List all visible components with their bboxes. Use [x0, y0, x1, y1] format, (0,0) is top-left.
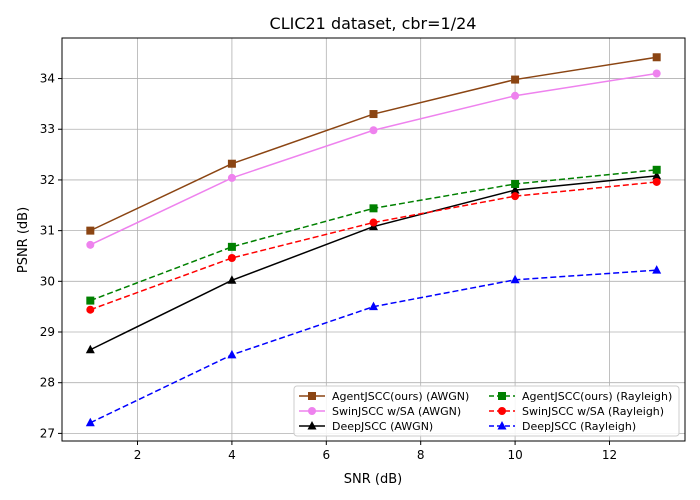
legend-label: DeepJSCC (AWGN): [332, 420, 433, 433]
data-point: [227, 173, 236, 182]
data-point: [86, 305, 95, 314]
data-point: [369, 218, 378, 227]
data-point: [510, 274, 520, 284]
series-line: [89, 175, 657, 351]
data-point: [227, 275, 237, 284]
data-point: [511, 91, 520, 100]
x-tick-label: 12: [602, 448, 617, 462]
data-point: [227, 254, 236, 263]
data-point: [227, 242, 236, 251]
legend-entry: SwinJSCC w/SA (AWGN): [299, 405, 461, 418]
data-point: [86, 240, 95, 249]
y-tick-label: 32: [40, 173, 55, 187]
data-point: [227, 159, 236, 168]
data-point: [86, 296, 95, 305]
legend-marker: [498, 407, 506, 415]
series-2: [86, 69, 661, 249]
x-tick-label: 4: [228, 448, 236, 462]
data-point: [227, 349, 237, 359]
data-point: [369, 301, 378, 311]
chart-title: CLIC21 dataset, cbr=1/24: [270, 14, 477, 33]
data-point: [652, 170, 662, 180]
grid: [62, 38, 685, 441]
series-4: [86, 165, 661, 305]
legend-marker: [308, 407, 316, 415]
plot-frame: [61, 37, 686, 442]
data-point: [652, 165, 661, 174]
data-point: [652, 69, 661, 78]
data-point: [652, 265, 662, 274]
y-tick-label: 27: [40, 426, 55, 440]
x-tick-label: 2: [134, 448, 142, 462]
legend-marker: [498, 392, 506, 400]
data-point: [652, 53, 661, 62]
legend-marker: [497, 421, 507, 430]
legend-entry: SwinJSCC w/SA (Rayleigh): [489, 405, 664, 418]
legend-entry: DeepJSCC (Rayleigh): [489, 420, 636, 433]
y-tick-label: 29: [40, 325, 55, 339]
data-point: [652, 177, 661, 186]
x-axis-label: SNR (dB): [344, 472, 402, 487]
legend-label: AgentJSCC(ours) (Rayleigh): [522, 390, 672, 403]
y-tick-label: 30: [40, 274, 55, 288]
data-point: [369, 126, 378, 135]
y-tick-label: 33: [40, 122, 55, 136]
data-point: [369, 110, 378, 119]
y-axis-label: PSNR (dB): [16, 207, 31, 273]
legend-entry: DeepJSCC (AWGN): [299, 420, 433, 433]
legend-box: [293, 385, 680, 437]
y-tick-label: 28: [40, 376, 55, 390]
data-point: [369, 204, 378, 213]
series-5: [86, 177, 661, 314]
legend-marker: [307, 421, 317, 430]
data-point: [510, 185, 520, 194]
data-point: [511, 192, 520, 201]
data-point: [511, 179, 520, 188]
legend-label: DeepJSCC (Rayleigh): [522, 420, 636, 433]
axis-ticks: 2 4 6 8 10 12 27 28 29 30 31 32 33 34: [40, 72, 617, 462]
x-tick-label: 6: [322, 448, 330, 462]
legend-label: SwinJSCC w/SA (AWGN): [332, 405, 461, 418]
legend-entry: AgentJSCC(ours) (AWGN): [299, 390, 469, 403]
legend-label: AgentJSCC(ours) (AWGN): [332, 390, 469, 403]
y-tick-label: 34: [40, 72, 55, 86]
x-tick-label: 10: [507, 448, 522, 462]
data-point: [85, 417, 95, 427]
legend: AgentJSCC(ours) (AWGN) SwinJSCC w/SA (AWG…: [293, 385, 680, 437]
series-1: [86, 53, 661, 235]
legend-label: SwinJSCC w/SA (Rayleigh): [522, 405, 664, 418]
data-point: [86, 226, 95, 235]
legend-entry: AgentJSCC(ours) (Rayleigh): [489, 390, 672, 403]
data-point: [85, 344, 95, 354]
y-tick-label: 31: [40, 224, 55, 238]
x-tick-label: 8: [417, 448, 425, 462]
series-group: [85, 53, 662, 427]
series-line: [90, 181, 657, 311]
series-3: [85, 170, 662, 354]
series-6: [85, 265, 662, 427]
data-point: [511, 75, 520, 84]
legend-marker: [308, 392, 316, 400]
